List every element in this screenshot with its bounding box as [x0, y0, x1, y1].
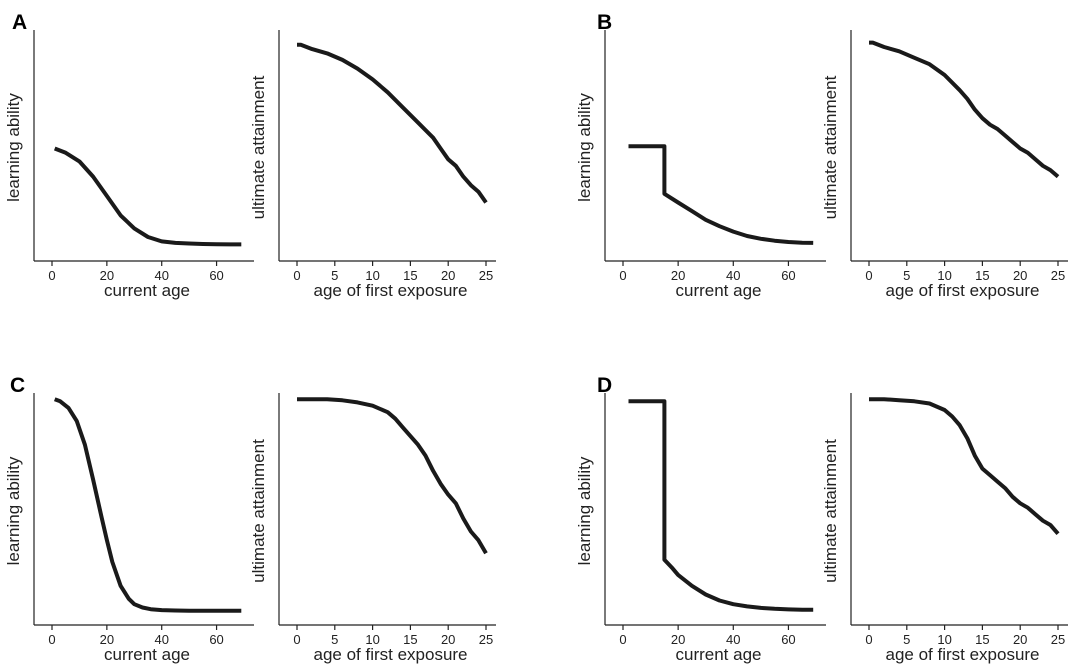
- x-tick-label: 40: [726, 632, 740, 647]
- panel-letter-c: C: [10, 374, 25, 397]
- y-axis-label: ultimate attainment: [249, 75, 268, 219]
- x-axis-label: age of first exposure: [885, 281, 1039, 300]
- x-axis-label: current age: [104, 281, 190, 300]
- x-tick-label: 60: [781, 632, 795, 647]
- x-tick-label: 20: [1013, 632, 1027, 647]
- x-axis-label: age of first exposure: [885, 645, 1039, 664]
- x-tick-label: 10: [365, 632, 379, 647]
- plot-d-learning-ability: 0 20 40 60 current age learning ability: [575, 393, 826, 664]
- x-tick-label: 0: [293, 268, 300, 283]
- series-line: [297, 397, 488, 555]
- y-axis-label: learning ability: [575, 456, 594, 565]
- series-line: [53, 397, 242, 613]
- x-axis-label: age of first exposure: [313, 281, 467, 300]
- series-line: [869, 40, 1060, 179]
- plot-c-ultimate-attainment: 0 5 10 15 20 25 age of first exposure ultimate …: [249, 393, 496, 664]
- series-line: [628, 144, 814, 245]
- panel-letter-a: A: [12, 11, 27, 34]
- x-tick-label: 40: [726, 268, 740, 283]
- x-tick-label: 15: [975, 268, 989, 283]
- x-tick-label: 10: [937, 268, 951, 283]
- x-tick-label: 0: [48, 632, 55, 647]
- x-tick-label: 0: [865, 632, 872, 647]
- series-line: [869, 397, 1060, 536]
- series-line: [297, 42, 488, 204]
- x-tick-label: 40: [154, 268, 168, 283]
- y-axis-label: ultimate attainment: [821, 439, 840, 583]
- plot-d-ultimate-attainment: 0 5 10 15 20 25 age of first exposure ultimate …: [821, 393, 1068, 664]
- series-line: [628, 399, 814, 612]
- x-tick-label: 40: [154, 632, 168, 647]
- x-axis-label: current age: [676, 645, 762, 664]
- x-tick-label: 10: [365, 268, 379, 283]
- x-tick-label: 5: [331, 268, 338, 283]
- x-tick-label: 60: [209, 268, 223, 283]
- y-axis-label: learning ability: [4, 93, 23, 202]
- plot-b-learning-ability: 0 20 40 60 current age learning ability: [575, 30, 826, 300]
- y-axis-label: learning ability: [4, 456, 23, 565]
- panel-letter-d: D: [597, 374, 612, 397]
- x-tick-label: 15: [403, 268, 417, 283]
- x-tick-label: 25: [479, 632, 493, 647]
- panel-letter-b: B: [597, 11, 612, 34]
- x-tick-label: 20: [441, 268, 455, 283]
- x-tick-label: 0: [48, 268, 55, 283]
- plot-c-learning-ability: 0 20 40 60 current age learning ability: [4, 393, 254, 664]
- series-line: [53, 146, 242, 247]
- plot-b-ultimate-attainment: 0 5 10 15 20 25 age of first exposure ultimate …: [821, 30, 1068, 300]
- x-tick-label: 0: [293, 632, 300, 647]
- x-tick-label: 25: [479, 268, 493, 283]
- plot-a-ultimate-attainment: 0 5 10 15 20 25 age of first exposure ultimate …: [249, 30, 496, 300]
- x-tick-label: 15: [975, 632, 989, 647]
- x-tick-label: 0: [619, 632, 626, 647]
- x-axis-label: current age: [104, 645, 190, 664]
- x-tick-label: 10: [937, 632, 951, 647]
- plot-a-learning-ability: 0 20 40 60 current age learning ability: [4, 30, 254, 300]
- y-axis-label: ultimate attainment: [821, 75, 840, 219]
- x-tick-label: 5: [903, 632, 910, 647]
- x-tick-label: 60: [781, 268, 795, 283]
- x-tick-label: 0: [865, 268, 872, 283]
- x-tick-label: 20: [100, 632, 114, 647]
- x-tick-label: 0: [619, 268, 626, 283]
- x-tick-label: 20: [441, 632, 455, 647]
- x-tick-label: 5: [903, 268, 910, 283]
- x-tick-label: 60: [209, 632, 223, 647]
- x-tick-label: 15: [403, 632, 417, 647]
- x-tick-label: 25: [1051, 632, 1065, 647]
- y-axis-label: ultimate attainment: [249, 439, 268, 583]
- x-axis-label: age of first exposure: [313, 645, 467, 664]
- x-axis-label: current age: [676, 281, 762, 300]
- x-tick-label: 20: [100, 268, 114, 283]
- x-tick-label: 5: [331, 632, 338, 647]
- x-tick-label: 20: [671, 268, 685, 283]
- x-tick-label: 20: [671, 632, 685, 647]
- y-axis-label: learning ability: [575, 93, 594, 202]
- x-tick-label: 20: [1013, 268, 1027, 283]
- x-tick-label: 25: [1051, 268, 1065, 283]
